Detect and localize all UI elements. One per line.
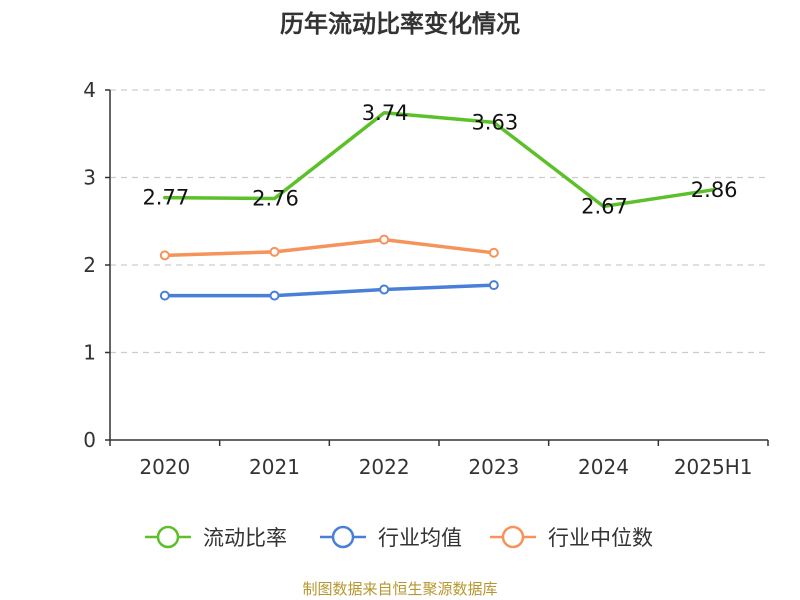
legend-item-0[interactable]: 流动比率 bbox=[145, 525, 287, 550]
y-tick-label: 1 bbox=[83, 341, 96, 365]
series-point-2 bbox=[269, 246, 280, 257]
series-point-1 bbox=[379, 284, 390, 295]
axes: 0 1 2 3 4 2020 2021 2022 2023 2024 2025H1 bbox=[83, 78, 769, 479]
legend-swatch-marker bbox=[156, 525, 180, 549]
series-point-1 bbox=[159, 290, 170, 301]
y-tick-label: 2 bbox=[83, 253, 96, 277]
x-tick-label: 2024 bbox=[578, 455, 629, 479]
series-point-1 bbox=[488, 280, 499, 291]
data-label: 2.86 bbox=[691, 178, 738, 202]
legend[interactable]: 流动比率 行业均值 行业中位数 bbox=[145, 525, 653, 550]
legend-item-2[interactable]: 行业中位数 bbox=[490, 525, 653, 550]
grid bbox=[110, 89, 768, 354]
series-line-0 bbox=[163, 111, 715, 209]
chart-title: 历年流动比率变化情况 bbox=[280, 10, 520, 38]
data-label: 3.63 bbox=[471, 110, 518, 134]
legend-swatch-marker bbox=[331, 525, 355, 549]
y-tick-label: 4 bbox=[83, 78, 96, 102]
x-tick-label: 2021 bbox=[249, 455, 300, 479]
data-labels: 2.77 2.76 3.74 3.63 2.67 2.86 bbox=[142, 101, 737, 219]
legend-label: 行业中位数 bbox=[548, 526, 653, 550]
data-label: 2.76 bbox=[252, 187, 299, 211]
data-label: 2.77 bbox=[142, 186, 189, 210]
legend-label: 行业均值 bbox=[378, 526, 462, 550]
x-tick-label: 2025H1 bbox=[674, 455, 753, 479]
legend-item-1[interactable]: 行业均值 bbox=[320, 525, 462, 550]
series-line-1 bbox=[163, 283, 496, 298]
data-label: 3.74 bbox=[362, 101, 409, 125]
x-tick-label: 2023 bbox=[468, 455, 519, 479]
series-line-2 bbox=[163, 237, 496, 258]
x-tick-label: 2020 bbox=[139, 455, 190, 479]
legend-label: 流动比率 bbox=[203, 526, 287, 550]
series-point-2 bbox=[379, 234, 390, 245]
x-tick-label: 2022 bbox=[359, 455, 410, 479]
series-layer bbox=[159, 111, 715, 301]
source-note: 制图数据来自恒生聚源数据库 bbox=[302, 580, 497, 598]
series-point-2 bbox=[159, 250, 170, 261]
series-point-1 bbox=[269, 290, 280, 301]
legend-swatch-marker bbox=[501, 525, 525, 549]
series-point-2 bbox=[488, 247, 499, 258]
y-tick-label: 3 bbox=[83, 166, 96, 190]
y-tick-label: 0 bbox=[83, 428, 96, 452]
data-label: 2.67 bbox=[581, 194, 628, 218]
